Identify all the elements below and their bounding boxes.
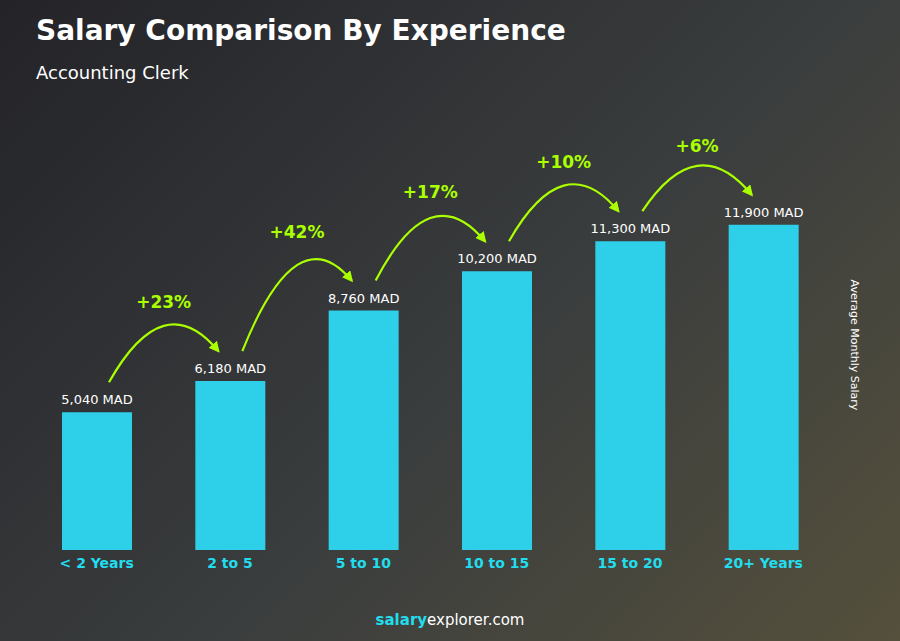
svg-text:20+ Years: 20+ Years [724, 555, 803, 571]
svg-text:+17%: +17% [403, 182, 458, 202]
svg-text:6,180 MAD: 6,180 MAD [195, 361, 266, 376]
svg-text:10 to 15: 10 to 15 [464, 555, 529, 571]
svg-text:5,040 MAD: 5,040 MAD [61, 392, 132, 407]
svg-text:+42%: +42% [270, 222, 325, 242]
svg-text:15 to 20: 15 to 20 [597, 555, 662, 571]
svg-text:5 to 10: 5 to 10 [336, 555, 392, 571]
svg-text:8,760 MAD: 8,760 MAD [328, 291, 399, 306]
html-text:salary explorer.com: salary explorer.com [375, 611, 525, 629]
svg-text:2 to 5: 2 to 5 [207, 555, 253, 571]
html-text:Salary Comparison By Experienc: Salary Comparison By Experience [36, 14, 566, 47]
svg-text:< 2 Years: < 2 Years [60, 555, 134, 571]
svg-text:+23%: +23% [136, 292, 191, 312]
svg-text:10,200 MAD: 10,200 MAD [457, 251, 537, 266]
svg-text:+10%: +10% [536, 152, 591, 172]
svg-text:+6%: +6% [675, 136, 718, 156]
html-text:Accounting Clerk: Accounting Clerk [36, 62, 189, 83]
svg-text:11,300 MAD: 11,300 MAD [590, 221, 670, 236]
svg-text:11,900 MAD: 11,900 MAD [724, 205, 804, 220]
svg-text:Average Monthly Salary: Average Monthly Salary [848, 280, 861, 411]
